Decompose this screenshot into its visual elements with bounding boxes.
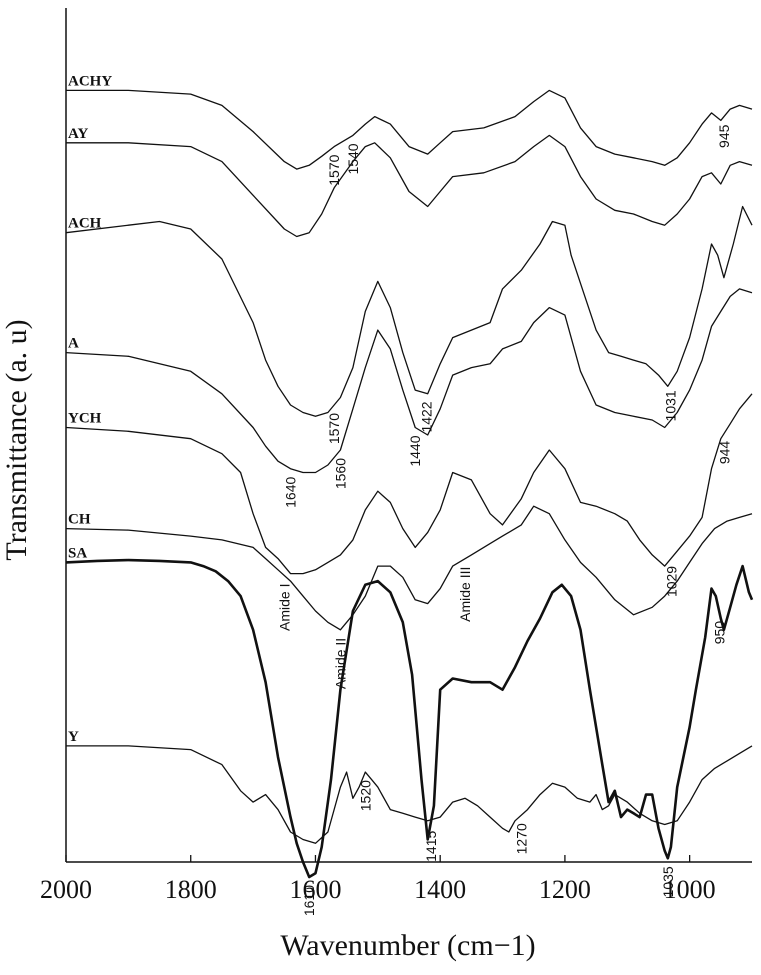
peak-label: 1640 — [283, 476, 299, 507]
series-label-ach: ACH — [68, 216, 102, 232]
series-label-ych: YCH — [68, 411, 102, 427]
spectrum-achy — [66, 89, 753, 170]
peak-label: 1570 — [326, 413, 342, 444]
peak-label: 1029 — [664, 566, 680, 597]
peak-label: 1440 — [407, 435, 423, 466]
peak-label: Amide I — [276, 584, 292, 631]
axes: 2000 1800 1600 1400 1200 1000 — [40, 8, 752, 904]
spectrum-ych — [65, 393, 753, 575]
spectrum-ch — [65, 505, 753, 631]
series-label-achy: ACHY — [68, 73, 112, 89]
x-tick-label: 1600 — [289, 875, 341, 904]
series-label-sa: SA — [68, 545, 87, 561]
series-label-a: A — [68, 336, 79, 352]
peak-label: 1520 — [357, 780, 373, 811]
peak-label: 1035 — [660, 866, 676, 897]
spectrum-ay — [66, 134, 753, 238]
peak-label: 1560 — [332, 458, 348, 489]
peak-label: Amide II — [332, 638, 348, 689]
y-axis-title: Transmittance (a. u) — [0, 319, 33, 560]
peak-label: 1415 — [423, 830, 439, 861]
x-tick-label: 1200 — [539, 875, 591, 904]
spectra — [65, 89, 754, 879]
series-labels: ACHY AY ACH A YCH CH SA Y — [68, 73, 112, 744]
peak-label: 945 — [716, 124, 732, 148]
peak-label: 950 — [712, 621, 728, 645]
peak-label: 1270 — [513, 823, 529, 854]
spectrum-a — [65, 288, 753, 474]
series-label-ch: CH — [68, 512, 91, 528]
peak-label: 1540 — [345, 143, 361, 174]
spectrum-y — [66, 745, 753, 844]
peak-label: Amide III — [457, 567, 473, 622]
spectrum-sa — [65, 558, 754, 879]
series-label-ay: AY — [68, 126, 88, 142]
spectrum-ach — [65, 205, 753, 417]
peak-label: 944 — [717, 441, 733, 465]
peak-label: 1422 — [419, 401, 435, 432]
x-axis-title: Wavenumber (cm−1) — [280, 929, 535, 962]
series-label-y: Y — [68, 729, 79, 745]
x-tick-label: 1000 — [664, 875, 716, 904]
x-tick-label: 1400 — [414, 875, 466, 904]
peak-label: 1610 — [301, 885, 317, 916]
peak-label: 1570 — [326, 154, 342, 185]
x-tick-label: 2000 — [40, 875, 92, 904]
peak-label: 1031 — [662, 390, 678, 421]
x-tick-label: 1800 — [165, 875, 217, 904]
